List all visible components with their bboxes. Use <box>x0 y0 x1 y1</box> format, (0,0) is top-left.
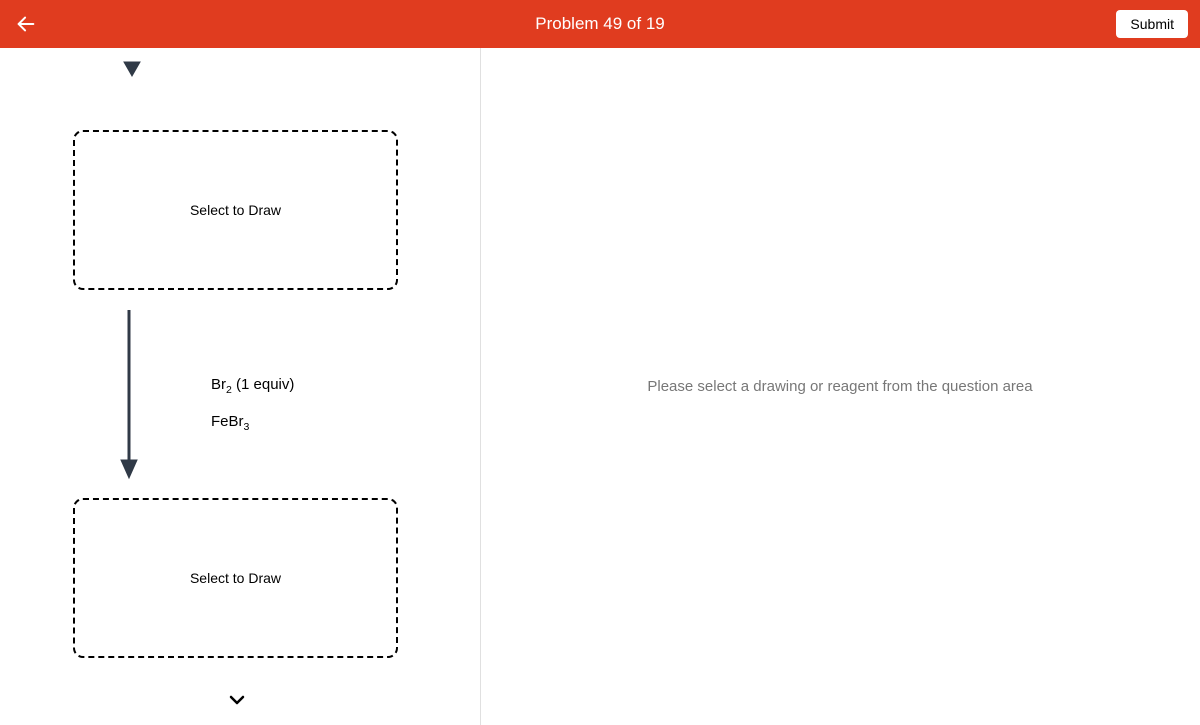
panel-divider <box>480 48 481 725</box>
draw-box-label: Select to Draw <box>190 202 281 218</box>
scroll-down-button[interactable] <box>225 688 249 717</box>
reaction-arrow-icon[interactable] <box>118 308 140 483</box>
question-panel: Select to Draw Br2 (1 equiv) FeBr3 Selec… <box>0 48 480 725</box>
arrow-down-icon <box>121 58 143 80</box>
main-area: Select to Draw Br2 (1 equiv) FeBr3 Selec… <box>0 48 1200 725</box>
back-button[interactable] <box>12 10 40 38</box>
draw-box-1[interactable]: Select to Draw <box>73 130 398 290</box>
answer-panel: Please select a drawing or reagent from … <box>480 48 1200 725</box>
reaction-flow: Select to Draw Br2 (1 equiv) FeBr3 Selec… <box>0 58 480 725</box>
reagent-2[interactable]: FeBr3 <box>211 413 249 433</box>
chevron-down-icon <box>225 688 249 712</box>
draw-box-label: Select to Draw <box>190 570 281 586</box>
submit-button[interactable]: Submit <box>1116 10 1188 38</box>
placeholder-message: Please select a drawing or reagent from … <box>647 378 1032 395</box>
reagent-1[interactable]: Br2 (1 equiv) <box>211 376 294 396</box>
draw-box-2[interactable]: Select to Draw <box>73 498 398 658</box>
header-bar: Problem 49 of 19 Submit <box>0 0 1200 48</box>
page-title: Problem 49 of 19 <box>535 14 664 34</box>
arrow-left-icon <box>15 13 37 35</box>
